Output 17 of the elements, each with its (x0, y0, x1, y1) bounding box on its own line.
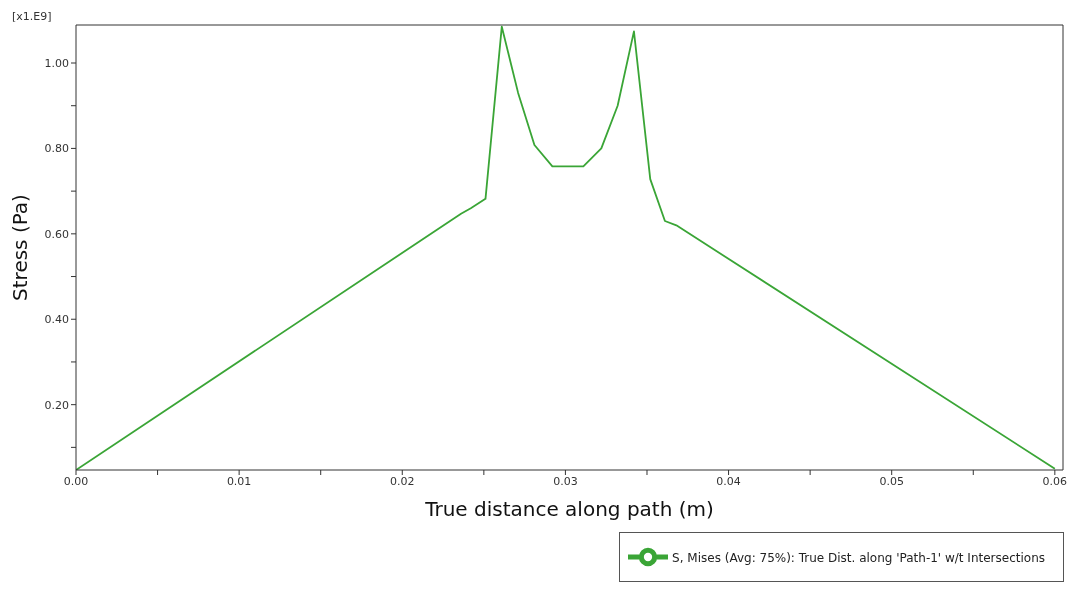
x-tick-label: 0.03 (553, 474, 578, 488)
y-tick-label: 0.60 (44, 227, 69, 241)
y-axis-title: Stress (Pa) (8, 194, 33, 301)
text: [x1.E9] (12, 10, 52, 23)
x-axis-title: True distance along path (m) (424, 497, 714, 521)
x-tick-label: 0.06 (1042, 474, 1068, 488)
x-tick-label: 0.04 (716, 474, 741, 488)
x-tick-label: 0.02 (390, 474, 415, 488)
legend-label: S, Mises (Avg: 75%): True Dist. along 'Path-1' w/t Intersections (672, 550, 1045, 565)
y-tick-label: 0.80 (44, 142, 69, 156)
line-series (76, 25, 1056, 470)
x-tick-label: 0.00 (63, 474, 89, 488)
y-tick-label: 0.20 (44, 398, 69, 412)
y-tick-label: 0.40 (44, 313, 69, 327)
x-tick-label: 0.01 (226, 474, 252, 488)
x-tick-label: 0.05 (879, 474, 904, 488)
y-tick-label: 1.00 (44, 56, 69, 70)
